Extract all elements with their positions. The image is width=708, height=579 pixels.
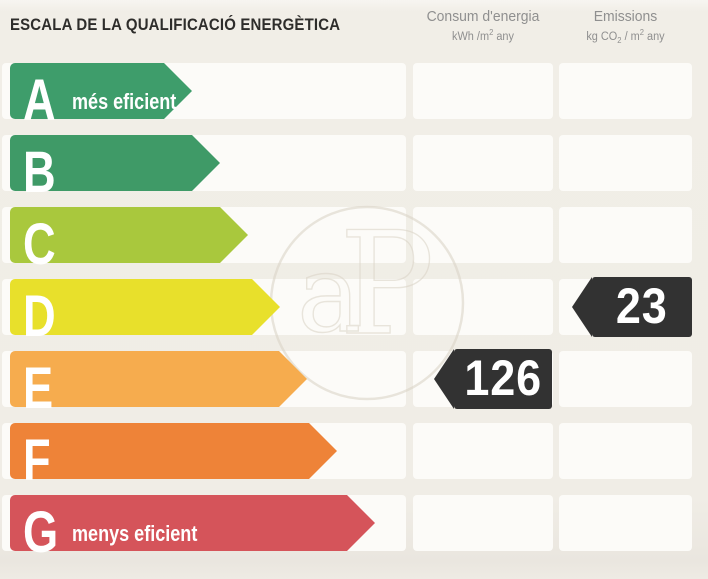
grid-cell-f-2 xyxy=(559,423,692,479)
arrow-tip-icon xyxy=(220,207,248,263)
arrow-tip-icon xyxy=(252,279,280,335)
arrow-tip-icon xyxy=(164,63,192,119)
most-efficient-label: més eficient xyxy=(72,89,177,114)
grid-cell-f-1 xyxy=(413,423,553,479)
consum-unit-prefix: kWh /m xyxy=(452,30,490,43)
rating-letter-a: A xyxy=(23,68,56,133)
rating-letter-e: E xyxy=(23,356,54,421)
page-title: ESCALA DE LA QUALIFICACIÓ ENERGÈTICA xyxy=(10,15,341,34)
emissions-value-marker: 23 xyxy=(572,277,692,337)
emissions-unit-mid: / m xyxy=(621,30,640,43)
column-header-consum: Consum d'energia kWh /m2 any xyxy=(408,8,558,43)
consum-value-marker: 126 xyxy=(434,349,552,409)
column-header-emissions: Emissions kg CO2 / m2 any xyxy=(554,8,697,45)
arrow-tip-icon xyxy=(309,423,337,479)
grid-cell-c-2 xyxy=(559,207,692,263)
rating-letter-c: C xyxy=(23,212,56,277)
grid-cell-c-1 xyxy=(413,207,553,263)
grid-cell-d-1 xyxy=(413,279,553,335)
rating-arrow-b: B xyxy=(10,135,220,202)
grid-cell-e-2 xyxy=(559,351,692,407)
least-efficient-label: menys eficient xyxy=(72,521,198,546)
consum-value: 126 xyxy=(464,349,542,406)
emissions-header-label: Emissions xyxy=(593,8,658,25)
rating-arrow-e: E xyxy=(10,351,307,418)
grid-cell-b-1 xyxy=(413,135,553,191)
emissions-value: 23 xyxy=(616,277,668,334)
consum-unit-sup: 2 xyxy=(489,28,494,37)
marker-tip-icon xyxy=(572,277,592,337)
grid-cell-g-1 xyxy=(413,495,553,551)
emissions-unit-sup: 2 xyxy=(639,28,644,37)
rating-letter-d: D xyxy=(23,284,56,349)
arrow-tip-icon xyxy=(279,351,307,407)
consum-unit-suffix: any xyxy=(493,30,514,43)
consum-header-label: Consum d'energia xyxy=(426,8,540,25)
emissions-header-unit: kg CO2 / m2 any xyxy=(558,28,694,45)
grid-cell-a-2 xyxy=(559,63,692,119)
grid-cell-g-2 xyxy=(559,495,692,551)
grid-cell-a-1 xyxy=(413,63,553,119)
emissions-unit-sub: 2 xyxy=(617,36,622,46)
consum-header-unit: kWh /m2 any xyxy=(412,28,555,43)
rating-arrow-c: C xyxy=(10,207,248,274)
marker-tip-icon xyxy=(434,349,454,409)
rating-letter-g: G xyxy=(23,500,59,565)
rating-arrow-d: D xyxy=(10,279,280,346)
rating-letter-b: B xyxy=(23,140,56,205)
emissions-unit-suffix: any xyxy=(643,30,665,43)
rating-arrow-f: F xyxy=(10,423,337,490)
emissions-unit-prefix: kg CO xyxy=(586,30,618,43)
rating-letter-f: F xyxy=(23,428,51,493)
arrow-tip-icon xyxy=(347,495,375,551)
grid-cell-b-2 xyxy=(559,135,692,191)
arrow-tip-icon xyxy=(192,135,220,191)
